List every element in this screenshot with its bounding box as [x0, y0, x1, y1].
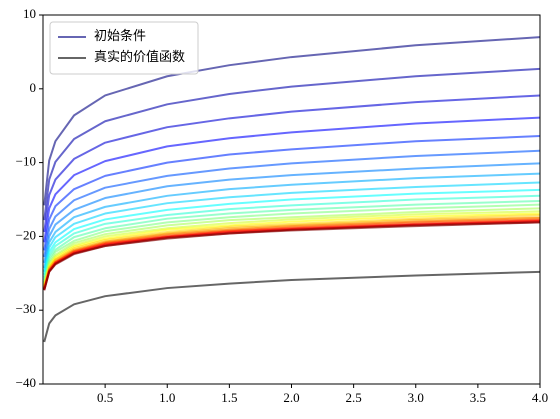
x-tick-label: 1.0	[159, 390, 175, 405]
y-tick-label: −30	[16, 301, 36, 316]
y-tick-label: −20	[16, 227, 36, 242]
legend-box	[49, 21, 199, 75]
x-tick-label: 3.5	[470, 390, 486, 405]
legend-label: 真实的价值函数	[94, 49, 185, 64]
series-line	[43, 188, 540, 275]
series-line	[43, 221, 540, 291]
x-tick-label: 2.5	[346, 390, 362, 405]
series-line	[43, 162, 540, 264]
series-line	[43, 203, 540, 283]
legend-label: 初始条件	[94, 28, 146, 43]
x-tick-label: 1.5	[221, 390, 237, 405]
y-tick-label: 10	[23, 6, 36, 21]
x-tick-label: 0.5	[97, 390, 113, 405]
series-line	[43, 270, 540, 343]
series-line	[43, 94, 540, 233]
series-line	[43, 67, 540, 221]
y-tick-label: −10	[16, 154, 36, 169]
y-tick-label: 0	[30, 80, 37, 95]
plot-lines	[43, 36, 540, 343]
y-tick-label: −40	[16, 375, 36, 390]
series-line	[43, 172, 540, 269]
series-line	[43, 149, 540, 258]
series-line	[43, 194, 540, 278]
series-line	[43, 207, 540, 284]
series-line	[43, 116, 540, 243]
x-tick-label: 4.0	[532, 390, 548, 405]
series-line	[43, 199, 540, 281]
x-tick-label: 3.0	[408, 390, 424, 405]
x-tick-label: 2.0	[283, 390, 299, 405]
series-line	[43, 181, 540, 273]
series-line	[43, 36, 540, 206]
series-line	[43, 135, 540, 251]
